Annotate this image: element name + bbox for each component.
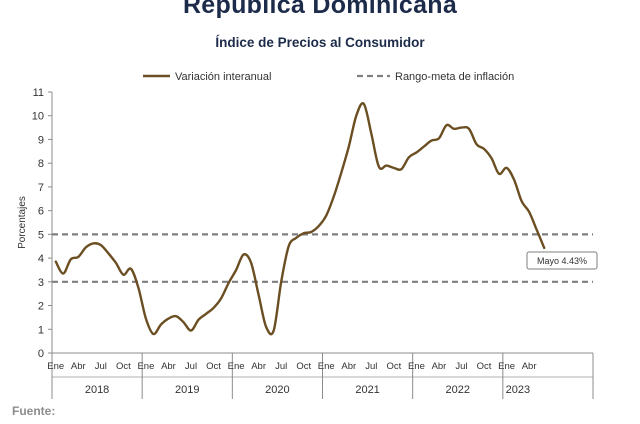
chart-subtitle: Índice de Precios al Consumidor — [215, 35, 425, 50]
y-tick-label: 3 — [38, 277, 44, 289]
x-month-label: Jul — [455, 361, 467, 372]
x-year-label: 2021 — [355, 384, 379, 396]
y-tick-label: 2 — [38, 301, 44, 313]
last-value-annotation-box — [526, 251, 598, 270]
x-month-label: Ene — [318, 361, 335, 372]
x-year-label: 2023 — [506, 384, 530, 396]
x-month-label: Abr — [71, 361, 86, 372]
x-month-label: Oct — [386, 361, 401, 372]
x-month-label: Oct — [206, 361, 221, 372]
x-month-label: Jul — [185, 361, 197, 372]
x-month-label: Ene — [498, 361, 515, 372]
x-month-label: Ene — [137, 361, 154, 372]
x-year-label: 2022 — [446, 384, 470, 396]
x-year-label: 2018 — [85, 384, 109, 396]
y-axis-label: Porcentajes — [17, 196, 28, 249]
x-year-label: 2020 — [265, 384, 289, 396]
y-tick-label: 9 — [38, 134, 44, 146]
y-tick-label: 5 — [38, 229, 44, 241]
y-tick-label: 10 — [32, 111, 44, 123]
y-tick-label: 0 — [38, 348, 44, 360]
x-month-label: Ene — [47, 361, 64, 372]
x-month-label: Jul — [365, 361, 377, 372]
x-month-label: Ene — [408, 361, 425, 372]
y-tick-label: 6 — [38, 206, 44, 218]
chart-title: República Dominicana — [182, 0, 458, 19]
x-month-label: Abr — [432, 361, 447, 372]
x-month-label: Oct — [296, 361, 311, 372]
x-month-label: Abr — [341, 361, 356, 372]
x-month-label: Oct — [116, 361, 131, 372]
x-month-label: Ene — [228, 361, 245, 372]
legend-label-target: Rango-meta de inflación — [395, 71, 514, 83]
y-tick-label: 8 — [38, 158, 44, 170]
x-month-label: Jul — [95, 361, 107, 372]
y-tick-label: 1 — [38, 324, 44, 336]
x-month-label: Abr — [251, 361, 266, 372]
last-value-annotation-text: Mayo 4.43% — [537, 256, 587, 266]
x-month-label: Oct — [477, 361, 492, 372]
x-month-label: Jul — [275, 361, 287, 372]
y-tick-label: 4 — [38, 253, 44, 265]
legend-label-series: Variación interanual — [175, 71, 271, 83]
x-month-label: Abr — [161, 361, 176, 372]
series-line-variacion-interanual — [54, 102, 546, 336]
source-label: Fuente: — [12, 404, 56, 418]
y-tick-label: 7 — [38, 182, 44, 194]
y-tick-label: 11 — [33, 87, 44, 99]
x-year-label: 2019 — [175, 384, 199, 396]
x-month-label: Abr — [522, 361, 537, 372]
